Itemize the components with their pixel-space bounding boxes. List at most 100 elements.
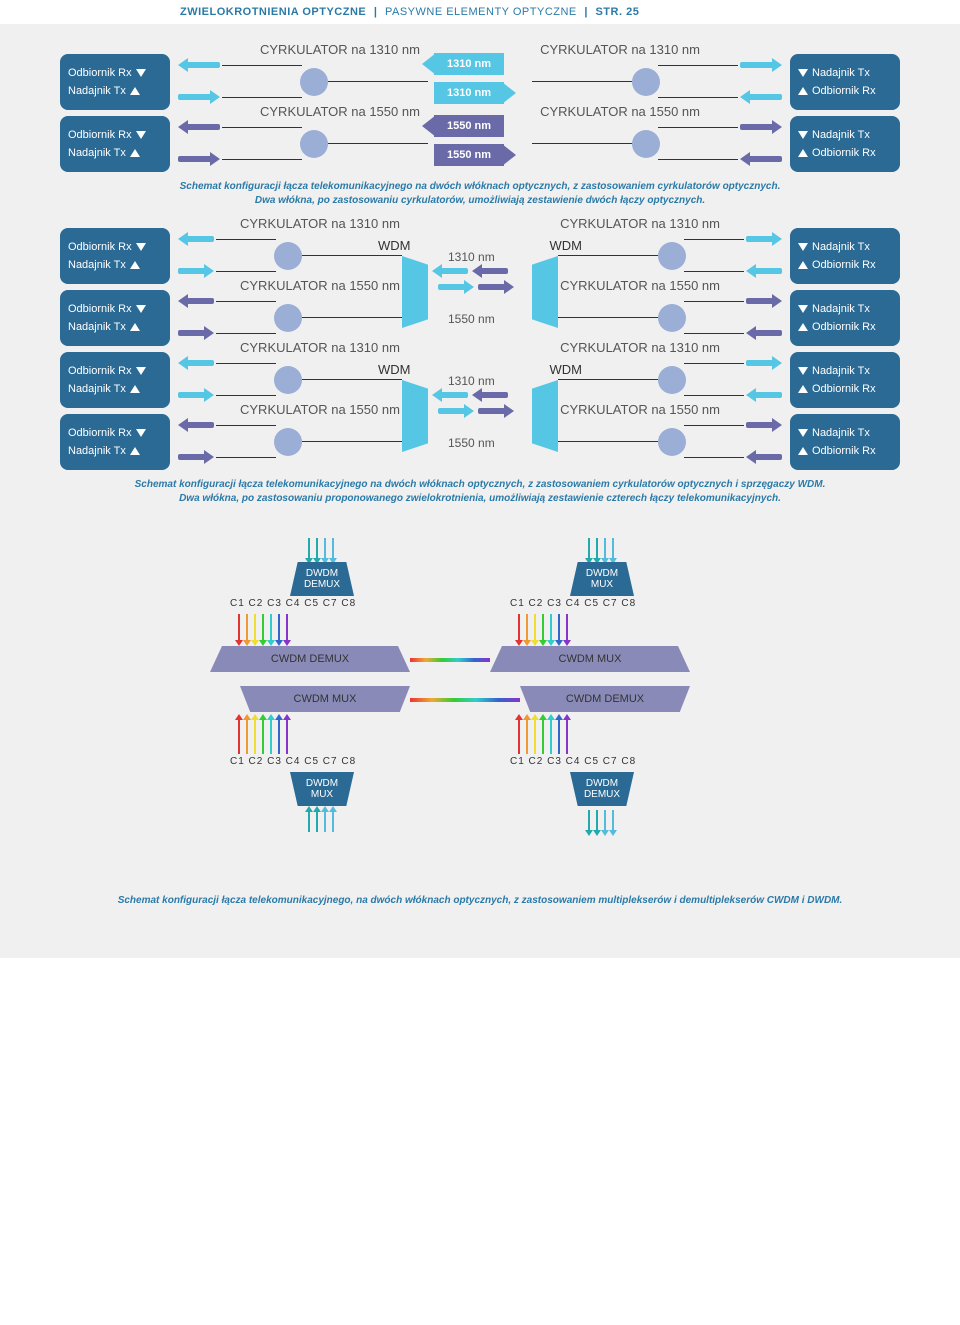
tx-icon: [130, 87, 140, 95]
line: [302, 441, 402, 442]
channel-arrow-icon: [286, 614, 288, 642]
circ-label: CYRKULATOR na 1310 nm: [560, 216, 720, 231]
circulator-icon: [632, 130, 660, 158]
label: Nadajnik Tx: [68, 445, 126, 457]
channel-arrow-icon: [238, 614, 240, 642]
arrow-cyan-icon: [438, 284, 468, 290]
line: [558, 441, 658, 442]
channel-arrow-icon: [316, 810, 318, 832]
circulator-icon: [274, 428, 302, 456]
arrow-purple-icon: [478, 392, 508, 398]
line: [216, 301, 276, 302]
rainbow-link: [410, 698, 520, 702]
wdm-trap-icon: [402, 256, 428, 328]
arrow-cyan-icon: [740, 62, 776, 68]
circ-label: CYRKULATOR na 1550 nm: [560, 278, 720, 293]
channel-arrow-icon: [542, 718, 544, 754]
tx-icon: [798, 385, 808, 393]
arrow-cyan-icon: [746, 94, 782, 100]
cap-line: Dwa włókna, po zastosowaniu cyrkulatorów…: [255, 195, 705, 206]
arrow-cyan-icon: [178, 392, 208, 398]
diagram-1: Odbiornik Rx Nadajnik Tx CYRKULATOR na 1…: [60, 54, 900, 172]
line: [328, 81, 428, 82]
channel-arrow-icon: [534, 718, 536, 754]
channel-arrow-icon: [254, 614, 256, 642]
rx-icon: [136, 305, 146, 313]
cwdm-demux: CWDM DEMUX: [210, 646, 410, 672]
wdm-trap-icon: [532, 380, 558, 452]
left-box: Odbiornik Rx Nadajnik Tx: [60, 352, 170, 408]
caption-3: Schemat konfiguracji łącza telekomunikac…: [60, 894, 900, 908]
circ-label: CYRKULATOR na 1550 nm: [540, 104, 700, 119]
cap-line: Schemat konfiguracji łącza telekomunikac…: [180, 181, 781, 192]
line: [558, 379, 658, 380]
nm-label: 1550 nm: [448, 312, 495, 326]
diagram-2: Odbiornik Rx Nadajnik Tx CYRKULATOR na 1…: [60, 228, 900, 470]
label: Odbiornik Rx: [812, 147, 876, 159]
big-arrow: 1550 nm: [434, 115, 504, 137]
content-panel: Odbiornik Rx Nadajnik Tx CYRKULATOR na 1…: [0, 24, 960, 958]
nm-label: 1310 nm: [448, 250, 495, 264]
arrow-purple-icon: [184, 298, 214, 304]
circulator-icon: [658, 242, 686, 270]
right-box: Nadajnik Tx Odbiornik Rx: [790, 228, 900, 284]
channel-arrow-icon: [246, 718, 248, 754]
arrow-purple-icon: [178, 454, 208, 460]
line: [216, 271, 276, 272]
rx-icon: [136, 243, 146, 251]
line: [302, 317, 402, 318]
arrow-purple-icon: [746, 422, 776, 428]
tx-icon: [798, 87, 808, 95]
rainbow-link: [410, 658, 490, 662]
channel-arrow-icon: [550, 614, 552, 642]
label: Odbiornik Rx: [68, 129, 132, 141]
arrow-purple-icon: [478, 268, 508, 274]
tx-icon: [130, 323, 140, 331]
circ-label: CYRKULATOR na 1310 nm: [240, 216, 400, 231]
line: [684, 425, 744, 426]
circ-label: CYRKULATOR na 1550 nm: [560, 402, 720, 417]
label: Odbiornik Rx: [812, 259, 876, 271]
label: Odbiornik Rx: [812, 85, 876, 97]
mid: CYRKULATOR na 1550 nm 1550 nm 1550 nm CY…: [170, 116, 790, 172]
label: Nadajnik Tx: [812, 303, 870, 315]
nm: 1310 nm: [447, 58, 491, 70]
arrow-cyan-icon: [438, 268, 468, 274]
line: [684, 301, 744, 302]
label: Odbiornik Rx: [68, 303, 132, 315]
tx-icon: [798, 447, 808, 455]
circ-label: CYRKULATOR na 1310 nm: [260, 42, 420, 57]
circulator-icon: [274, 242, 302, 270]
label: Nadajnik Tx: [68, 85, 126, 97]
arrow-cyan-icon: [746, 360, 776, 366]
rx-icon: [798, 305, 808, 313]
label: Odbiornik Rx: [812, 445, 876, 457]
right-box: Nadajnik Tx Odbiornik Rx: [790, 414, 900, 470]
nm-label: 1310 nm: [448, 374, 495, 388]
rx-icon: [798, 69, 808, 77]
wdm-label: WDM: [378, 238, 411, 253]
line: [222, 65, 302, 66]
rx-icon: [136, 429, 146, 437]
wdm-label: WDM: [550, 238, 583, 253]
channel-arrow-icon: [332, 810, 334, 832]
cap-line: Schemat konfiguracji łącza telekomunikac…: [118, 895, 843, 906]
channel-arrow-icon: [324, 810, 326, 832]
line: [216, 457, 276, 458]
line: [684, 457, 744, 458]
label: Nadajnik Tx: [812, 365, 870, 377]
right-box: Nadajnik Tx Odbiornik Rx: [790, 352, 900, 408]
channel-arrow-icon: [270, 718, 272, 754]
left-box: Odbiornik Rx Nadajnik Tx: [60, 228, 170, 284]
d2-block: Odbiornik Rx Nadajnik Tx CYRKULATOR na 1…: [60, 228, 900, 346]
arrow-cyan-icon: [438, 392, 468, 398]
left-box: Odbiornik Rx Nadajnik Tx: [60, 54, 170, 110]
channels-label: C1 C2 C3 C4 C5 C7 C8: [230, 756, 356, 767]
arrow-purple-icon: [178, 330, 208, 336]
d1-row-1310: Odbiornik Rx Nadajnik Tx CYRKULATOR na 1…: [60, 54, 900, 110]
circ-label: CYRKULATOR na 1310 nm: [560, 340, 720, 355]
circulator-icon: [274, 366, 302, 394]
arrow-purple-icon: [478, 284, 508, 290]
arrow-cyan-icon: [184, 236, 214, 242]
channel-arrow-icon: [254, 718, 256, 754]
